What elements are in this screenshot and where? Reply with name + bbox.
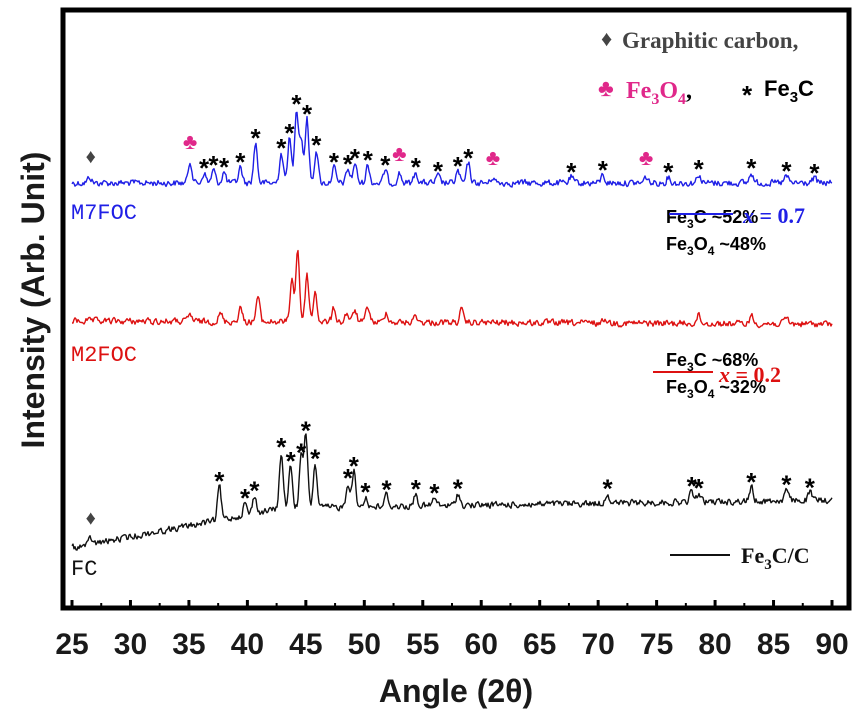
asterisk-icon: * — [663, 157, 674, 187]
asterisk-icon: * — [296, 438, 307, 468]
x-tick-label: 35 — [172, 628, 205, 661]
x-tick-label: 55 — [406, 628, 439, 661]
asterisk-icon: * — [235, 147, 246, 177]
m2foc-comp-fe3o4: Fe3O4 ~32% — [666, 377, 766, 401]
asterisk-icon: * — [433, 156, 444, 186]
series-layer — [71, 111, 833, 551]
x-tick-label: 50 — [348, 628, 381, 661]
legend-fe3c-label: Fe3C — [764, 76, 814, 106]
asterisk-icon: * — [311, 130, 322, 160]
asterisk-icon: * — [429, 478, 440, 508]
asterisk-icon: * — [411, 474, 422, 504]
x-tick-label: 85 — [757, 628, 790, 661]
x-tick-label: 40 — [231, 628, 264, 661]
asterisk-icon: * — [350, 143, 361, 173]
asterisk-icon: * — [199, 153, 210, 183]
asterisk-icon: * — [276, 133, 287, 163]
asterisk-icon: * — [360, 477, 371, 507]
x-tick-label: 80 — [698, 628, 731, 661]
asterisk-icon: * — [746, 467, 757, 497]
series-legend: x = 0.7 x = 0.2 Fe3C/C — [653, 203, 810, 573]
series-line-fc — [71, 433, 833, 551]
legend-label-m7foc: x = 0.7 — [742, 203, 805, 228]
asterisk-icon: * — [363, 145, 374, 175]
sample-label-m7foc: M7FOC — [71, 201, 137, 226]
legend-label-fc: Fe3C/C — [741, 543, 810, 573]
asterisk-icon: * — [687, 471, 698, 501]
club-icon: ♣ — [486, 145, 500, 170]
asterisk-icon: * — [240, 483, 251, 513]
x-tick-label: 65 — [523, 628, 556, 661]
m2foc-comp-fe3c: Fe3C ~68% — [666, 350, 758, 374]
club-icon: ♣ — [639, 145, 653, 170]
legend-fe3o4-label: Fe3O4, — [626, 78, 692, 108]
m7foc-comp-fe3o4: Fe3O4 ~48% — [666, 234, 766, 258]
asterisk-icon: * — [284, 118, 295, 148]
club-icon: ♣ — [392, 141, 406, 166]
asterisk-icon: * — [602, 473, 613, 503]
peak-markers: * * * ** *** *** ** * * * * * * * * * * * * *♣ ♣ ♣ ♣♦** ** * ****… — [86, 89, 821, 529]
asterisk-icon: * — [301, 416, 312, 446]
x-tick-label: 30 — [114, 628, 147, 661]
asterisk-icon: * — [276, 432, 287, 462]
asterisk-icon: * — [463, 143, 474, 173]
asterisk-icon: * — [291, 89, 302, 119]
asterisk-icon: * — [453, 151, 464, 181]
x-tick-label: 75 — [640, 628, 673, 661]
asterisk-icon: * — [329, 147, 340, 177]
x-tick-label: 25 — [55, 628, 88, 661]
legend-label-m2foc: x = 0.2 — [718, 362, 781, 387]
asterisk-icon: * — [742, 80, 753, 110]
asterisk-icon: * — [453, 473, 464, 503]
asterisk-icon: * — [781, 470, 792, 500]
asterisk-icon: * — [214, 466, 225, 496]
asterisk-icon: * — [411, 152, 422, 182]
club-icon: ♣ — [183, 129, 197, 154]
plot-frame — [60, 7, 852, 611]
asterisk-icon: * — [694, 154, 705, 184]
club-icon: ♣ — [598, 75, 614, 102]
diamond-icon: ♦ — [86, 507, 96, 529]
diamond-icon: ♦ — [86, 146, 96, 168]
sample-label-fc: FC — [71, 557, 97, 582]
diamond-icon: ♦ — [601, 26, 612, 51]
asterisk-icon: * — [380, 150, 391, 180]
asterisk-icon: * — [251, 123, 262, 153]
sample-label-m2foc: M2FOC — [71, 343, 137, 368]
x-tick-label: 45 — [289, 628, 322, 661]
asterisk-icon: * — [208, 150, 219, 180]
asterisk-icon: * — [349, 451, 360, 481]
x-ticks: 25 30 35 40 45 50 55 60 65 70 75 80 85 90 — [55, 600, 849, 661]
x-tick-label: 60 — [465, 628, 498, 661]
series-line-m7foc — [71, 111, 833, 188]
asterisk-icon: * — [302, 99, 313, 129]
y-axis-label: Intensity (Arb. Unit) — [15, 152, 51, 449]
asterisk-icon: * — [286, 446, 297, 476]
series-line-m2foc — [72, 249, 833, 329]
asterisk-icon: * — [805, 472, 816, 502]
asterisk-icon: * — [381, 474, 392, 504]
asterisk-icon: * — [566, 157, 577, 187]
x-tick-label: 70 — [581, 628, 614, 661]
x-tick-label: 90 — [815, 628, 848, 661]
m7foc-comp-fe3c: Fe3C ~52% — [666, 207, 758, 231]
asterisk-icon: * — [343, 463, 354, 493]
asterisk-icon: * — [809, 158, 820, 188]
asterisk-icon: * — [249, 475, 260, 505]
asterisk-icon: * — [746, 153, 757, 183]
asterisk-icon: * — [343, 149, 354, 179]
asterisk-icon: * — [781, 156, 792, 186]
legend-graphitic-label: Graphitic carbon, — [622, 28, 798, 53]
x-axis-label: Angle (2θ) — [379, 673, 533, 709]
annotations: Fe3C ~52% Fe3O4 ~48% Fe3C ~68% Fe3O4 ~32… — [666, 207, 766, 401]
asterisk-icon: * — [310, 444, 321, 474]
legend: ♦ Graphitic carbon, ♣ Fe3O4, * Fe3C — [598, 26, 814, 110]
asterisk-icon: * — [219, 152, 230, 182]
asterisk-icon: * — [694, 473, 705, 503]
asterisk-icon: * — [598, 155, 609, 185]
